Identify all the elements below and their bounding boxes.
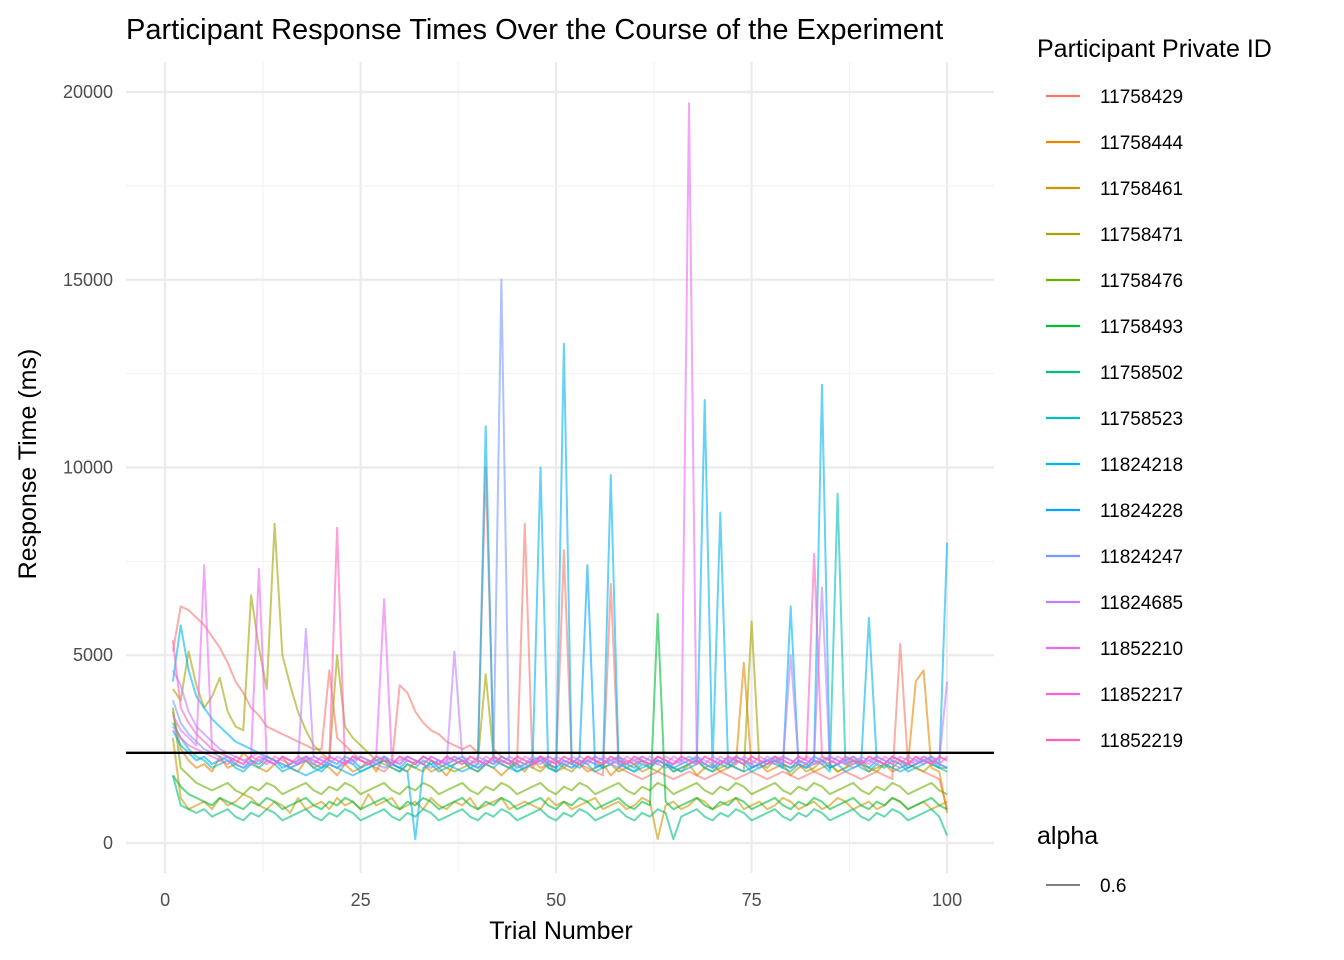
y-tick-label: 10000 <box>63 458 113 478</box>
y-tick-label: 0 <box>103 833 113 853</box>
series-line-11758461 <box>171 737 948 841</box>
legend-label-11758444: 11758444 <box>1100 133 1184 154</box>
legend-label-11758471: 11758471 <box>1100 225 1183 246</box>
series-line-11824218 <box>171 342 949 841</box>
tick-labels: 0 25 50 75 100 0 5000 10000 15000 20000 <box>63 82 962 910</box>
legend-label-11824685: 11824685 <box>1100 593 1183 614</box>
chart-title: Participant Response Times Over the Cour… <box>126 14 943 46</box>
x-tick-label: 50 <box>546 890 566 910</box>
x-tick-label: 75 <box>742 890 762 910</box>
alpha-legend-title: alpha <box>1037 822 1098 850</box>
x-tick-label: 0 <box>160 890 170 910</box>
series-line-11852219 <box>171 526 948 766</box>
legend-label-11824228: 11824228 <box>1100 501 1183 522</box>
series-lines <box>171 102 949 841</box>
legend-label-11852217: 11852217 <box>1100 685 1183 706</box>
legend-label-11852210: 11852210 <box>1100 639 1183 660</box>
y-tick-label: 5000 <box>73 645 113 665</box>
legend-label-11852219: 11852219 <box>1100 731 1183 752</box>
legend-label-11758523: 11758523 <box>1100 409 1183 430</box>
legend-label-11758476: 11758476 <box>1100 271 1183 292</box>
legend: Participant Private ID 11758429117584441… <box>1037 35 1272 897</box>
x-axis-title: Trial Number <box>489 917 633 945</box>
legend-label-11758502: 11758502 <box>1100 363 1183 384</box>
y-axis-title: Response Time (ms) <box>14 349 42 580</box>
legend-title: Participant Private ID <box>1037 35 1272 63</box>
series-line-11758429 <box>171 466 949 810</box>
legend-items: 11758429 11758444 11758461 11758471 11758476… <box>1046 87 1184 752</box>
x-tick-label: 100 <box>932 890 962 910</box>
series-line-11758444 <box>171 661 949 814</box>
y-tick-label: 20000 <box>63 82 113 102</box>
alpha-legend-label: 0.6 <box>1100 876 1126 897</box>
legend-label-11758493: 11758493 <box>1100 317 1183 338</box>
legend-label-11758461: 11758461 <box>1100 179 1183 200</box>
y-tick-label: 15000 <box>63 270 113 290</box>
series-line-11758476 <box>171 707 948 796</box>
legend-label-11824218: 11824218 <box>1100 455 1183 476</box>
series-line-11758493 <box>172 612 948 811</box>
legend-label-11824247: 11824247 <box>1100 547 1183 568</box>
legend-label-11758429: 11758429 <box>1100 87 1183 108</box>
x-tick-label: 25 <box>351 890 371 910</box>
series-line-11758502 <box>171 775 949 841</box>
